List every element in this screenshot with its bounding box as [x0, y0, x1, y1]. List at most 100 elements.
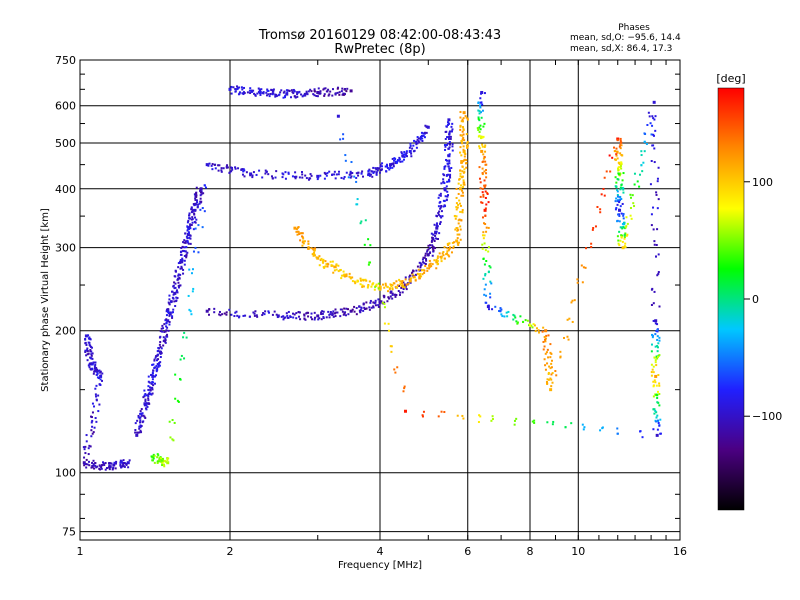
- echo-point: [177, 273, 180, 276]
- echo-point: [92, 459, 95, 462]
- echo-point: [478, 112, 481, 115]
- echo-point: [616, 235, 619, 238]
- echo-point: [355, 172, 358, 175]
- echo-point: [653, 243, 656, 246]
- echo-point: [402, 288, 405, 291]
- x-tick-label: 16: [673, 545, 687, 558]
- echo-point: [311, 318, 314, 321]
- echo-point: [424, 265, 427, 268]
- echo-point: [654, 333, 657, 336]
- echo-point: [400, 280, 403, 283]
- echo-point: [477, 116, 480, 119]
- echo-point: [650, 224, 653, 227]
- echo-point: [243, 92, 246, 95]
- colorbar-label: [deg]: [716, 72, 745, 85]
- echo-point: [530, 324, 533, 327]
- echo-point: [332, 315, 335, 318]
- echo-point: [235, 310, 238, 313]
- echo-point: [162, 458, 165, 461]
- echo-point: [396, 159, 399, 162]
- echo-point: [318, 92, 321, 95]
- echo-point: [623, 233, 626, 236]
- echo-point: [408, 279, 412, 283]
- echo-point: [460, 120, 463, 123]
- echo-point: [485, 203, 488, 206]
- echo-point: [350, 309, 353, 312]
- echo-point: [114, 467, 117, 470]
- echo-point: [193, 213, 196, 216]
- echo-point: [298, 315, 301, 318]
- echo-point: [337, 264, 340, 267]
- echo-point: [401, 282, 404, 285]
- echo-point: [177, 281, 180, 284]
- echo-point: [238, 91, 241, 94]
- echo-point: [400, 286, 403, 289]
- echo-point: [362, 309, 365, 312]
- echo-point: [620, 236, 623, 239]
- echo-point: [372, 306, 375, 309]
- echo-point: [173, 421, 176, 424]
- echo-point: [656, 357, 659, 360]
- echo-point: [621, 222, 624, 225]
- echo-point: [481, 201, 484, 204]
- echo-point: [351, 276, 354, 279]
- echo-point: [94, 462, 97, 465]
- echo-point: [479, 111, 482, 114]
- echo-point: [292, 92, 295, 95]
- echo-point: [405, 152, 408, 155]
- echo-point: [641, 436, 644, 439]
- echo-point: [617, 213, 620, 216]
- echo-point: [159, 356, 162, 359]
- echo-point: [167, 308, 170, 311]
- echo-point: [257, 87, 260, 90]
- echo-point: [203, 184, 206, 187]
- echo-point: [97, 377, 100, 380]
- echo-point: [385, 165, 388, 168]
- echo-point: [447, 154, 451, 158]
- echo-point: [446, 247, 449, 250]
- echo-point: [151, 363, 154, 366]
- echo-point: [659, 418, 662, 421]
- echo-point: [299, 318, 302, 321]
- echo-point: [230, 313, 233, 316]
- echo-point: [218, 313, 221, 316]
- echo-point: [192, 203, 195, 206]
- echo-point: [378, 300, 382, 304]
- echo-point: [482, 157, 485, 160]
- echo-point: [618, 220, 621, 223]
- echo-point: [169, 436, 172, 439]
- echo-point: [435, 260, 439, 264]
- echo-point: [452, 246, 455, 249]
- echo-point: [547, 371, 550, 374]
- echo-point: [481, 247, 484, 250]
- echo-point: [300, 171, 303, 174]
- echo-point: [465, 116, 468, 119]
- echo-point: [528, 323, 531, 326]
- echo-point: [323, 94, 326, 97]
- echo-point: [393, 282, 396, 285]
- echo-point: [315, 94, 318, 97]
- echo-point: [299, 232, 302, 235]
- echo-point: [243, 169, 246, 172]
- echo-point: [140, 408, 143, 411]
- echo-point: [571, 320, 574, 323]
- echo-point: [138, 431, 141, 434]
- echo-point: [655, 420, 658, 423]
- echo-point: [152, 369, 155, 372]
- echo-point: [437, 213, 440, 216]
- echo-point: [165, 325, 168, 328]
- echo-point: [194, 246, 197, 249]
- echo-point: [435, 267, 438, 270]
- echo-point: [423, 262, 426, 265]
- echo-point: [566, 335, 569, 338]
- echo-point: [307, 246, 310, 249]
- echo-point: [576, 278, 579, 281]
- echo-point: [431, 247, 434, 250]
- echo-point: [479, 124, 482, 127]
- echo-point: [94, 387, 97, 390]
- echo-point: [343, 93, 346, 96]
- echo-point: [157, 365, 160, 368]
- echo-point: [451, 149, 454, 152]
- echo-point: [158, 343, 161, 346]
